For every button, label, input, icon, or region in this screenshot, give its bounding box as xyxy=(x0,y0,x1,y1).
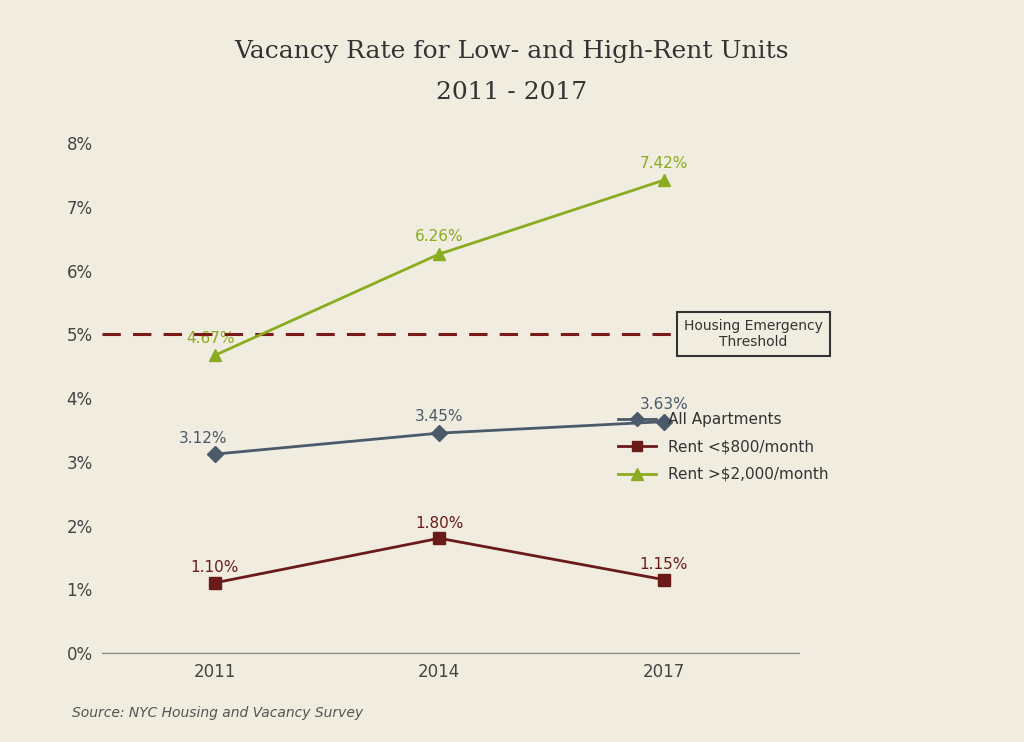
Text: Housing Emergency
Threshold: Housing Emergency Threshold xyxy=(684,319,823,349)
Text: Vacancy Rate for Low- and High-Rent Units: Vacancy Rate for Low- and High-Rent Unit… xyxy=(234,41,790,63)
Text: 4.67%: 4.67% xyxy=(186,331,236,346)
Rent >$2,000/month xyxy=(209,351,221,360)
Rent >$2,000/month xyxy=(657,176,670,185)
Text: 3.45%: 3.45% xyxy=(415,409,464,424)
Text: 3.63%: 3.63% xyxy=(640,397,688,412)
Line: All Apartments: All Apartments xyxy=(209,416,670,460)
Text: 7.42%: 7.42% xyxy=(640,156,688,171)
Text: 6.26%: 6.26% xyxy=(415,229,464,244)
All Apartments xyxy=(433,429,445,438)
Line: Rent >$2,000/month: Rent >$2,000/month xyxy=(209,174,670,361)
Text: 1.15%: 1.15% xyxy=(640,557,688,572)
Text: 1.80%: 1.80% xyxy=(415,516,464,531)
Rent <$800/month xyxy=(209,579,221,588)
Rent <$800/month xyxy=(657,575,670,584)
Text: 1.10%: 1.10% xyxy=(190,560,239,575)
Text: 3.12%: 3.12% xyxy=(179,432,227,447)
Rent <$800/month xyxy=(433,533,445,542)
All Apartments xyxy=(657,417,670,426)
Text: 2011 - 2017: 2011 - 2017 xyxy=(436,82,588,104)
Legend: All Apartments, Rent <$800/month, Rent >$2,000/month: All Apartments, Rent <$800/month, Rent >… xyxy=(611,407,835,488)
Text: Source: NYC Housing and Vacancy Survey: Source: NYC Housing and Vacancy Survey xyxy=(72,706,362,720)
All Apartments xyxy=(209,450,221,459)
Rent >$2,000/month xyxy=(433,249,445,258)
Line: Rent <$800/month: Rent <$800/month xyxy=(209,533,670,588)
